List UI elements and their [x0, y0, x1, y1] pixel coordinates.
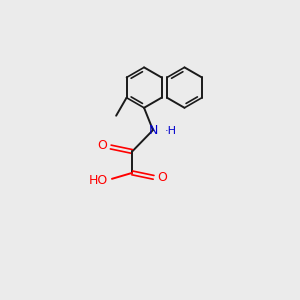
Text: HO: HO — [89, 174, 108, 187]
Text: O: O — [157, 171, 167, 184]
Text: N: N — [148, 124, 158, 136]
Text: O: O — [97, 139, 107, 152]
Text: ·H: ·H — [164, 126, 176, 136]
